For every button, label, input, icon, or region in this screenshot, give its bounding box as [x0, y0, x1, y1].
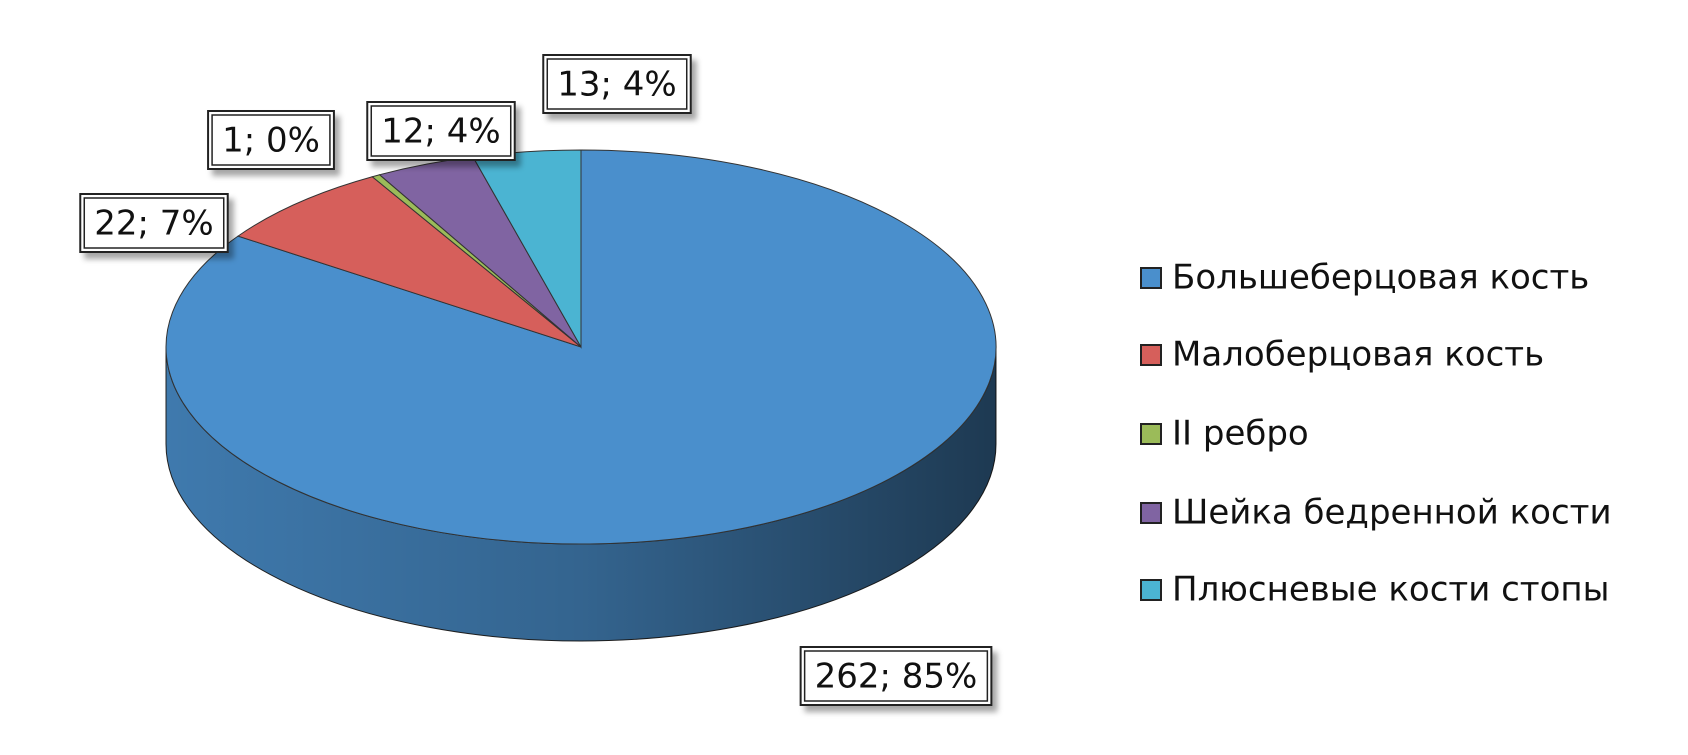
data-label-box-inner — [546, 58, 688, 110]
data-label-text: 13; 4% — [557, 65, 676, 105]
legend-label: Малоберцовая кость — [1172, 335, 1544, 375]
data-label-box — [799, 646, 993, 706]
data-label-box-inner — [803, 650, 989, 702]
data-labels: 262; 85% 22; 7% 1; 0% 12; 4% 13; 4% — [79, 54, 993, 706]
data-label: 22; 7% — [79, 193, 229, 253]
data-label-text: 12; 4% — [381, 112, 500, 152]
legend-swatch — [1140, 502, 1162, 524]
pie — [165, 149, 997, 642]
slice — [236, 176, 582, 348]
data-label-box — [542, 54, 692, 114]
legend-swatch — [1140, 579, 1162, 601]
data-label-box-inner — [83, 197, 225, 249]
data-label: 1; 0% — [207, 110, 335, 170]
data-label-box — [207, 110, 335, 170]
data-label: 12; 4% — [366, 101, 516, 161]
data-label-box-inner — [370, 105, 512, 157]
legend-label: II ребро — [1172, 414, 1309, 454]
legend-label: Большеберцовая кость — [1172, 258, 1589, 298]
legend: Большеберцовая кость Малоберцовая кость II… — [1140, 258, 1612, 610]
data-label-box — [366, 101, 516, 161]
data-label: 13; 4% — [542, 54, 692, 114]
data-label-box-inner — [211, 114, 331, 166]
data-label-text: 22; 7% — [94, 204, 213, 244]
legend-swatch — [1140, 423, 1162, 445]
legend-swatch — [1140, 344, 1162, 366]
data-label-text: 262; 85% — [815, 657, 978, 697]
slice-side-shade — [166, 347, 996, 641]
data-label-box — [79, 193, 229, 253]
data-label: 262; 85% — [799, 646, 993, 706]
legend-swatch — [1140, 267, 1162, 289]
legend-label: Плюсневые кости стопы — [1172, 570, 1609, 610]
legend-label: Шейка бедренной кости — [1172, 493, 1612, 533]
data-label-text: 1; 0% — [222, 121, 320, 161]
